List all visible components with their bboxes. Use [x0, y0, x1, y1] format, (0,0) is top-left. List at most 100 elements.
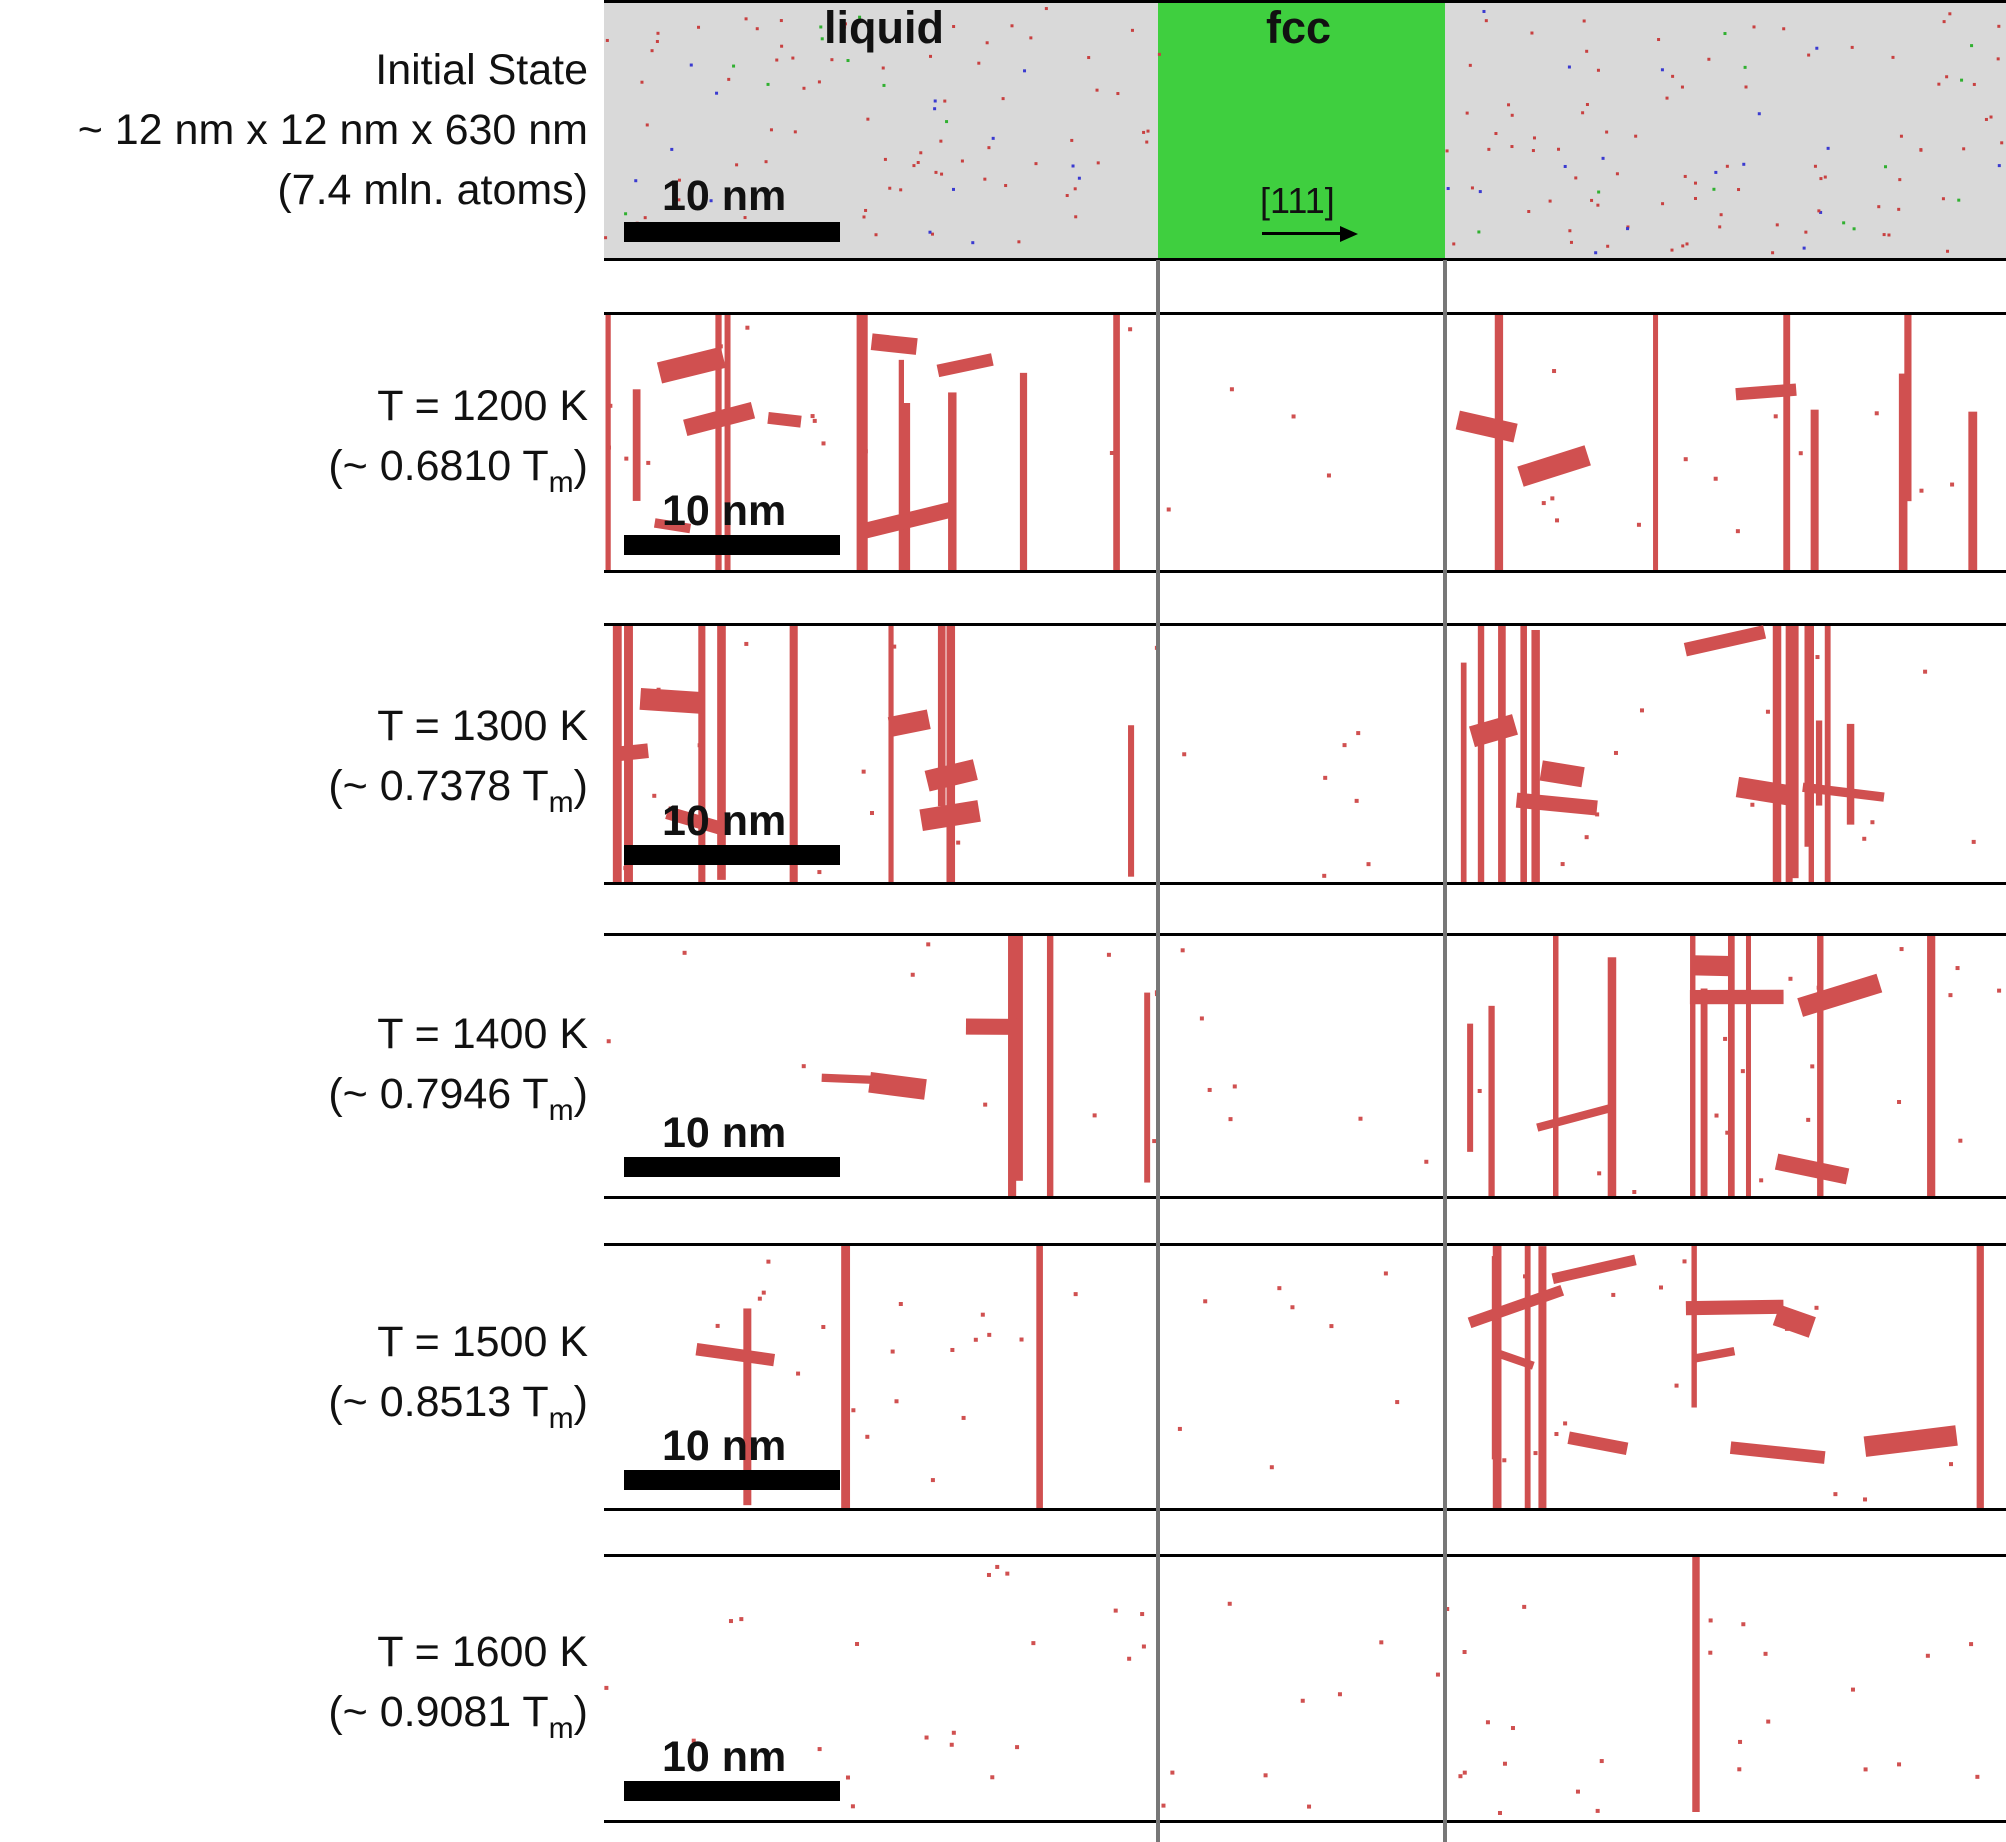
stacking-fault-line [1498, 626, 1506, 882]
atom-dot [1458, 1774, 1463, 1779]
atom-dot [961, 1415, 966, 1420]
atom-dot [874, 233, 878, 237]
atom-dot [866, 117, 870, 121]
defect-cluster [1467, 1285, 1565, 1329]
atom-dot [817, 870, 822, 875]
atom-dot [939, 139, 943, 143]
atom-dot [1683, 174, 1687, 178]
atom-dot [1714, 1113, 1719, 1118]
atom-dot [1424, 1159, 1429, 1164]
atom-dot [1177, 1426, 1182, 1431]
atom-dot [1601, 156, 1605, 160]
atom-dot [858, 15, 862, 19]
atom-dot [1300, 1698, 1305, 1703]
atom-dot [1269, 1465, 1274, 1470]
defect-cluster [1693, 1346, 1736, 1363]
atom-dot [1227, 1601, 1232, 1606]
temperature-value: T = 1500 K [377, 1318, 588, 1366]
atom-dot [1765, 709, 1770, 714]
atom-dot [1482, 9, 1486, 13]
stacking-fault-line [1810, 409, 1819, 570]
atom-dot [1568, 229, 1572, 233]
homologous-temperature: (~ 0.7946 Tm) [328, 1070, 588, 1127]
initial-state-dimensions: ~ 12 nm x 12 nm x 630 nm [77, 106, 588, 154]
atom-dot [888, 186, 892, 190]
atom-dot [735, 163, 739, 167]
atom-dot [1523, 1274, 1528, 1279]
defect-cluster [859, 502, 953, 540]
stacking-fault-line [1460, 662, 1467, 882]
atom-dot [1870, 820, 1875, 825]
atom-dot [986, 1572, 991, 1577]
atom-dot [715, 1323, 720, 1328]
homologous-temperature: (~ 0.6810 Tm) [328, 442, 588, 499]
atom-dot [802, 86, 806, 90]
stacking-fault-line [859, 315, 868, 570]
atom-dot [1557, 147, 1561, 151]
atom-dot [1693, 196, 1697, 200]
atom-dot [1685, 242, 1689, 246]
atom-dot [1737, 1767, 1742, 1772]
atom-dot [977, 61, 981, 65]
stacking-fault-line [1898, 373, 1908, 570]
atom-dot [863, 449, 868, 454]
atom-dot [1596, 68, 1600, 72]
stacking-fault-line [743, 1308, 752, 1506]
stacking-fault-line [1492, 1246, 1502, 1508]
atom-dot [766, 82, 770, 86]
atom-dot [1632, 1189, 1637, 1194]
panel-bottom-border [604, 570, 2006, 573]
atom-dot [1863, 1497, 1868, 1502]
atom-dot [1807, 53, 1811, 57]
atom-dot [1814, 1305, 1819, 1310]
atom-dot [1819, 177, 1823, 181]
atom-dot [1092, 1113, 1097, 1118]
atom-dot [1326, 473, 1331, 478]
atom-dot [1597, 1171, 1602, 1176]
atom-dot [1897, 1762, 1902, 1767]
atom-dot [766, 1259, 771, 1264]
atom-dot [810, 414, 815, 419]
atom-dot [624, 212, 628, 216]
atom-dot [1462, 1650, 1467, 1655]
atom-dot [883, 157, 887, 161]
defect-cluster [1729, 1441, 1826, 1464]
atom-dot [894, 1399, 899, 1404]
stacking-fault-line [946, 626, 956, 882]
atom-dot [796, 1371, 801, 1376]
atom-dot [1949, 1462, 1954, 1467]
atom-dot [1366, 862, 1371, 867]
atom-dot [1670, 248, 1674, 252]
stacking-fault-line [1653, 315, 1659, 570]
atom-dot [1323, 775, 1328, 780]
stacking-fault-line [948, 392, 957, 570]
atom-dot [1683, 457, 1688, 462]
atom-dot [1152, 1139, 1157, 1144]
atom-dot [761, 1290, 766, 1295]
atom-dot [1017, 240, 1021, 244]
temperature-value: T = 1300 K [377, 702, 588, 750]
atom-dot [744, 641, 749, 646]
stacking-fault-line [1531, 629, 1540, 882]
atom-dot [821, 1324, 826, 1329]
atom-dot [604, 1685, 609, 1690]
atom-dot [1941, 197, 1945, 201]
atom-dot [1874, 411, 1879, 416]
atom-dot [993, 1029, 998, 1034]
atom-dot [1071, 164, 1075, 168]
stacking-fault-line [1772, 626, 1782, 882]
atom-dot [1497, 1810, 1502, 1815]
atom-dot [1891, 55, 1895, 59]
atom-dot [1972, 82, 1976, 86]
temperature-value: T = 1400 K [377, 1010, 588, 1058]
defect-cluster [1551, 1254, 1637, 1284]
atom-dot [1957, 198, 1961, 202]
stacking-fault-line [1467, 1023, 1474, 1152]
atom-dot [1725, 164, 1729, 168]
interface-line-right [1443, 260, 1447, 1842]
atom-dot [1819, 210, 1823, 214]
stacking-fault-line [1904, 315, 1912, 502]
panel-top-border [604, 623, 2006, 626]
panel-bottom-border [604, 882, 2006, 885]
